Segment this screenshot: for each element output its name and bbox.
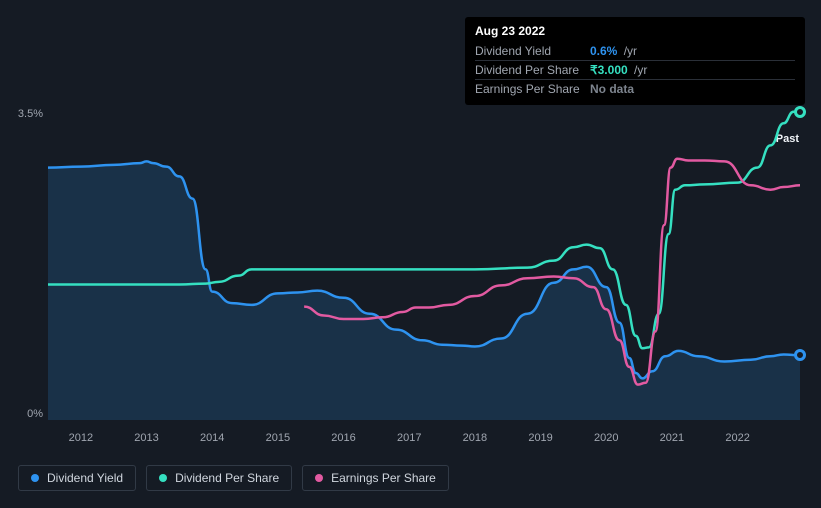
x-tick: 2021 (660, 432, 684, 444)
tooltip-value: 0.6% /yr (590, 44, 637, 58)
legend-dot (159, 474, 167, 482)
dividend-yield-area (48, 161, 800, 420)
x-tick: 2013 (134, 432, 158, 444)
x-tick: 2022 (725, 432, 749, 444)
legend-item[interactable]: Dividend Per Share (146, 465, 292, 491)
legend-dot (31, 474, 39, 482)
tooltip-value: ₹3.000 /yr (590, 63, 647, 77)
x-tick: 2019 (528, 432, 552, 444)
x-axis: 2012 2013 2014 2015 2016 2017 2018 2019 2020 2021… (48, 432, 800, 448)
x-tick: 2012 (69, 432, 93, 444)
tooltip-label: Earnings Per Share (475, 82, 590, 96)
x-tick: 2018 (463, 432, 487, 444)
legend: Dividend Yield Dividend Per Share Earnings… (18, 465, 449, 491)
dividend-per-share-endpoint (794, 106, 806, 118)
x-tick: 2017 (397, 432, 421, 444)
tooltip-row: Earnings Per ShareNo data (475, 80, 795, 98)
tooltip-value: No data (590, 82, 634, 96)
tooltip-label: Dividend Yield (475, 44, 590, 58)
tooltip-row: Dividend Per Share₹3.000 /yr (475, 61, 795, 80)
legend-label: Earnings Per Share (331, 471, 436, 485)
legend-item[interactable]: Dividend Yield (18, 465, 136, 491)
legend-label: Dividend Yield (47, 471, 123, 485)
tooltip-row: Dividend Yield0.6% /yr (475, 42, 795, 61)
legend-item[interactable]: Earnings Per Share (302, 465, 449, 491)
legend-label: Dividend Per Share (175, 471, 279, 485)
x-tick: 2015 (266, 432, 290, 444)
tooltip: Aug 23 2022 Dividend Yield0.6% /yrDivide… (465, 17, 805, 105)
x-tick: 2016 (331, 432, 355, 444)
x-tick: 2020 (594, 432, 618, 444)
x-tick: 2014 (200, 432, 224, 444)
tooltip-date: Aug 23 2022 (475, 24, 795, 38)
tooltip-label: Dividend Per Share (475, 63, 590, 77)
dividend-yield-endpoint (794, 349, 806, 361)
chart-svg (48, 110, 800, 420)
y-tick-bottom: 0% (27, 408, 43, 420)
legend-dot (315, 474, 323, 482)
y-tick-top: 3.5% (18, 108, 43, 120)
